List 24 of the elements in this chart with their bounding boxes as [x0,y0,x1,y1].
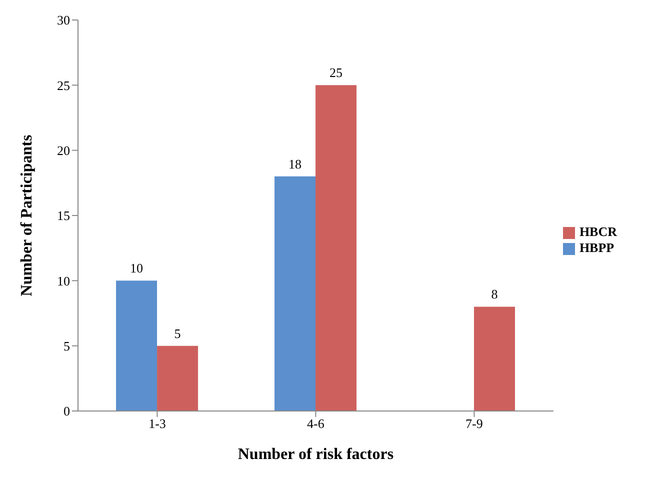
y-axis-title: Number of Participants [18,134,36,296]
x-tick-label: 7-9 [466,416,483,432]
bar [157,346,198,411]
x-tick-label: 1-3 [148,416,166,432]
y-tick-label: 0 [64,404,70,419]
y-tick-label: 5 [64,338,70,354]
y-tick-label: 20 [57,142,70,158]
legend-label: HBPP [579,240,614,254]
bar [274,176,316,411]
data-label: 25 [330,65,343,80]
data-label: 18 [288,156,302,172]
bar [316,85,357,411]
bar [474,306,515,411]
y-tick-label: 10 [57,273,70,288]
x-tick-label: 4-6 [307,416,325,432]
data-label: 8 [491,286,498,302]
y-tick-label: 15 [57,208,70,224]
bar [116,280,158,411]
x-axis-title: Number of risk factors [238,446,394,463]
y-tick-label: 25 [57,78,70,93]
y-tick-label: 30 [57,12,70,28]
data-label: 10 [130,260,144,276]
legend-label: HBCR [579,224,617,238]
data-label: 5 [174,326,181,341]
